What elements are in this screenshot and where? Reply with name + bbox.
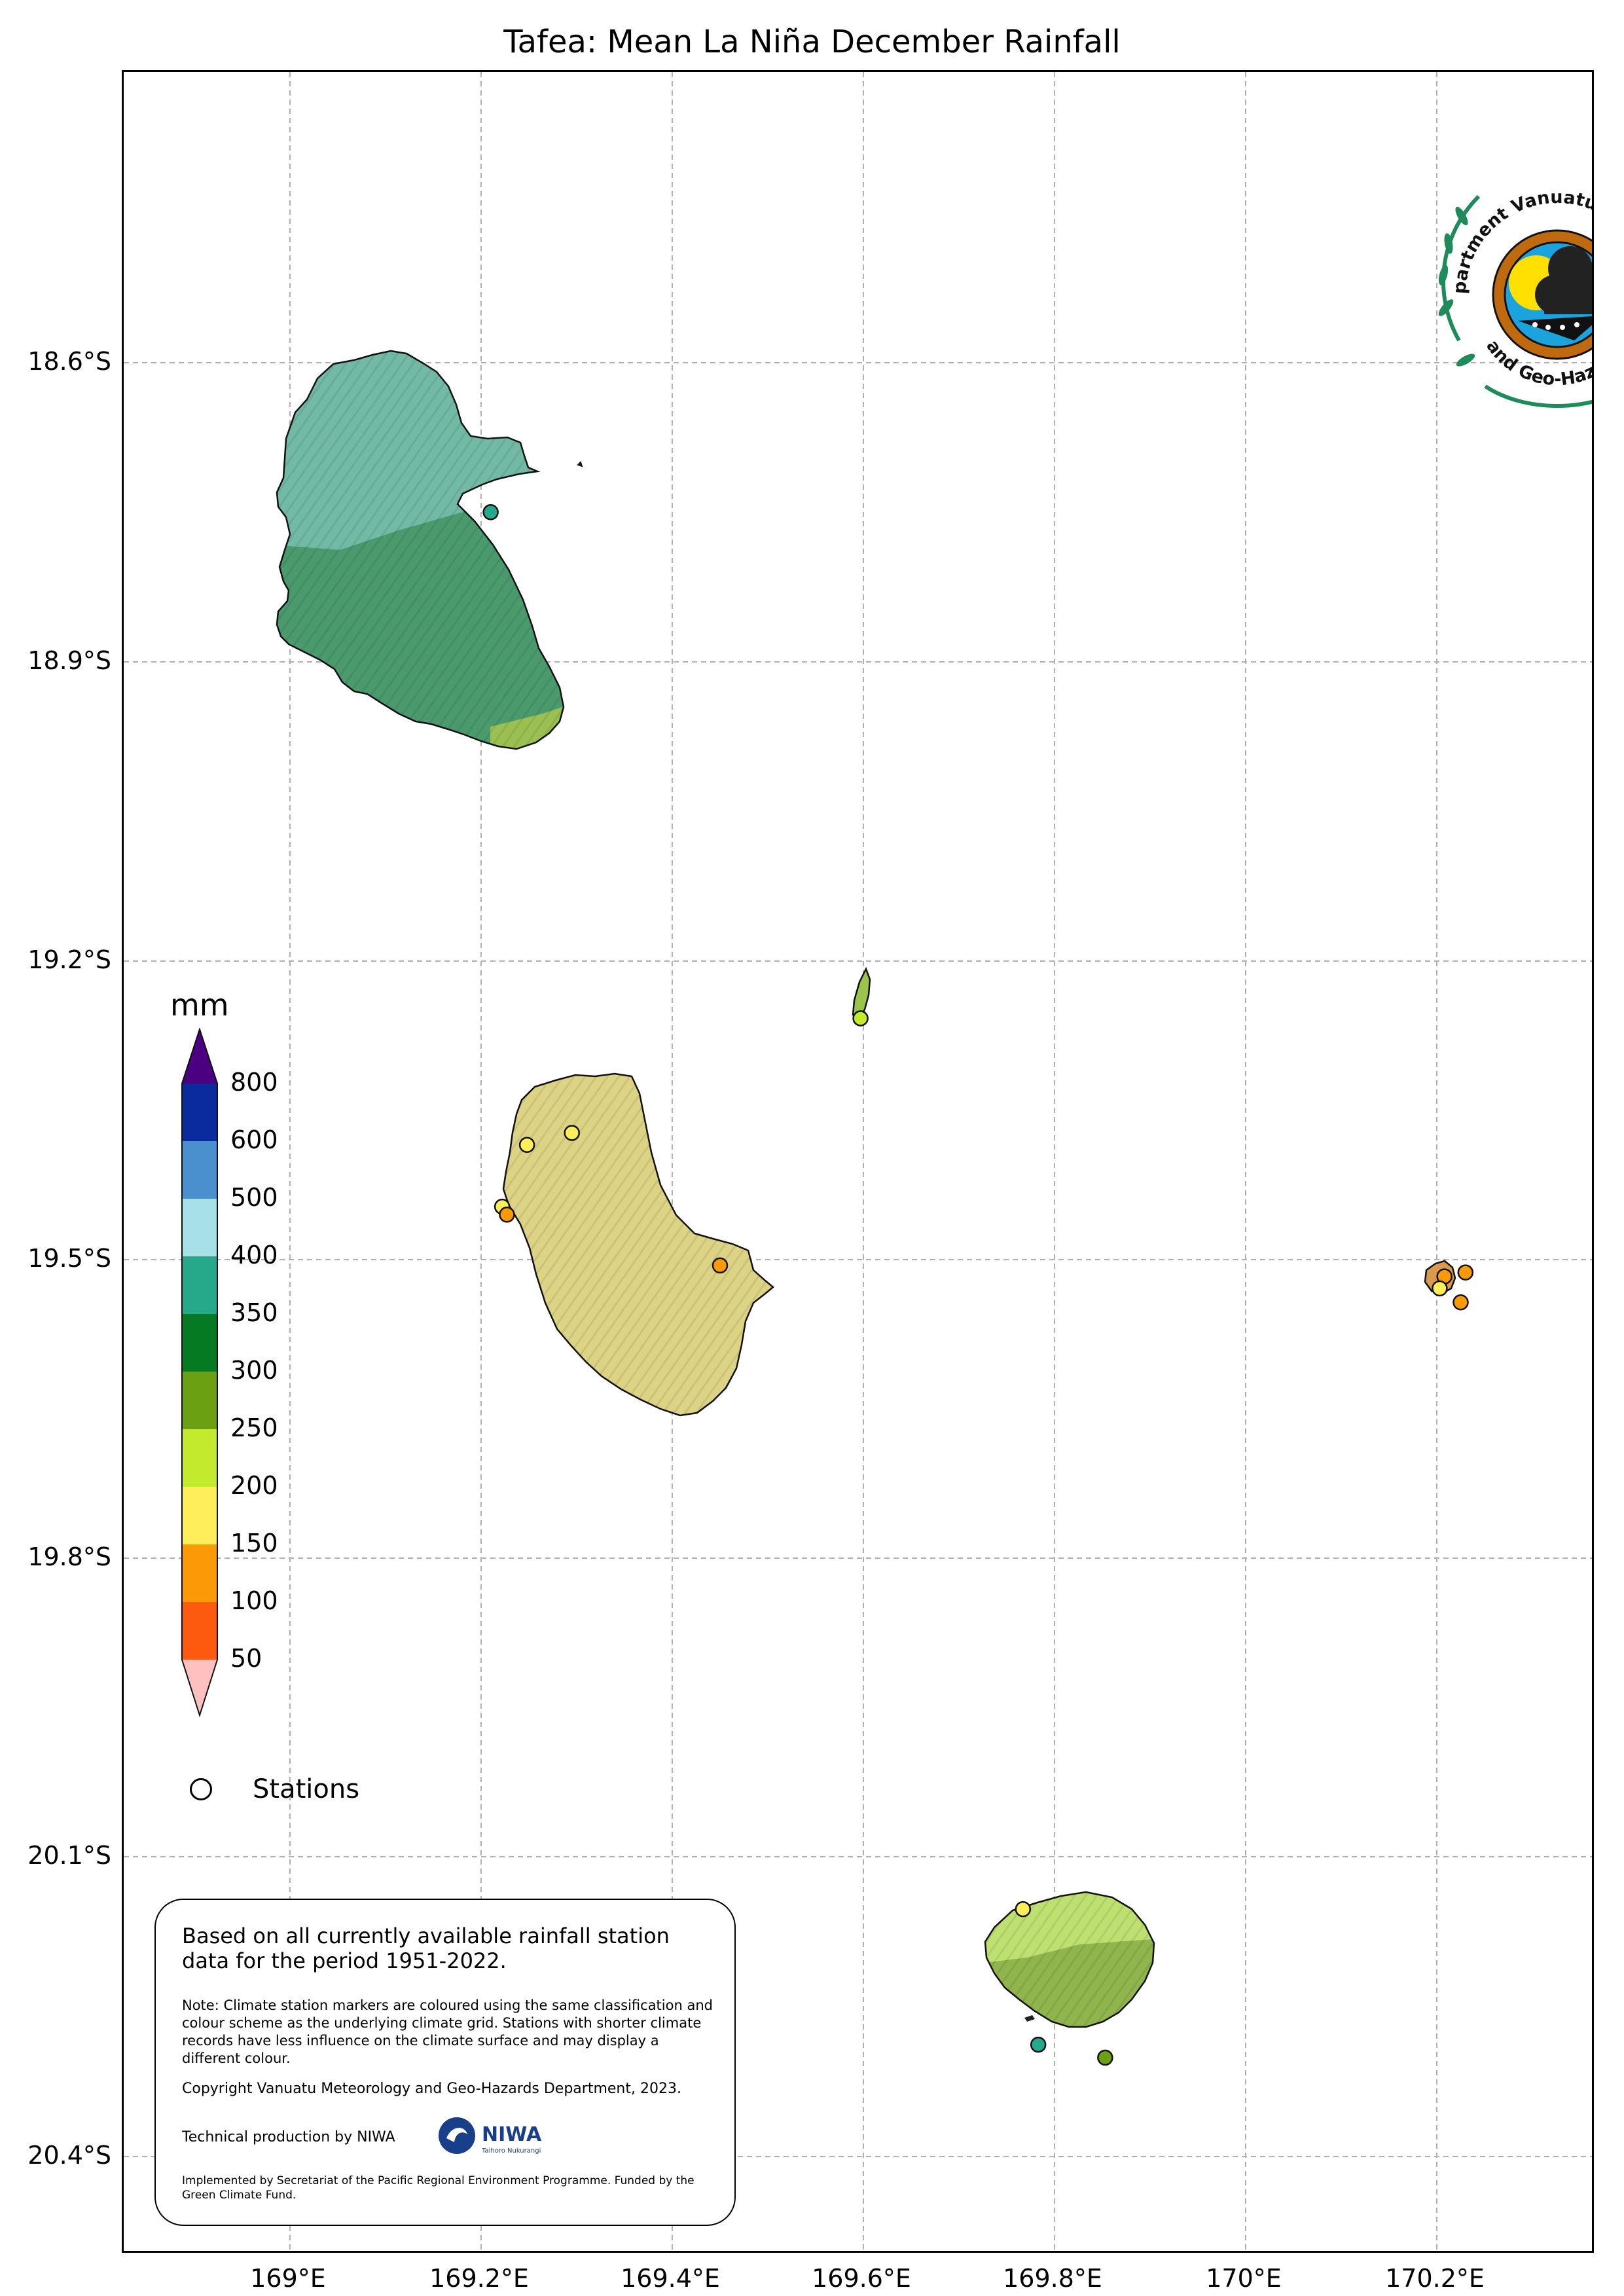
colorbar-tick-250: 250 [230, 1413, 278, 1442]
colorbar-bin-3 [182, 1199, 217, 1256]
note-data-period: Based on all currently available rainfal… [182, 1923, 670, 1973]
lat-label-19-8: 19.8°S [27, 1542, 111, 1571]
niwa-logo-text: NIWA [482, 2123, 542, 2146]
station-marker-4[interactable] [564, 1125, 580, 1141]
lat-label-20-1: 20.1°S [27, 1841, 111, 1870]
stations-layer [482, 504, 1474, 2066]
note-station-markers: Note: Climate station markers are colour… [182, 1997, 713, 2066]
station-marker-14[interactable] [1097, 2049, 1113, 2066]
station-marker-1[interactable] [482, 504, 499, 520]
lon-label-169-6: 169.6°E [812, 2264, 911, 2293]
station-marker-icon [190, 1778, 212, 1800]
lat-label-19-2: 19.2°S [27, 945, 111, 974]
lon-label-169-4: 169.4°E [621, 2264, 720, 2293]
station-marker-3[interactable] [518, 1137, 535, 1154]
colorbar [181, 1028, 218, 1718]
stations-legend-label: Stations [253, 1774, 360, 1804]
colorbar-bin-6 [182, 1372, 217, 1429]
lat-label-18-9: 18.9°S [27, 646, 111, 675]
station-marker-9[interactable] [1457, 1264, 1474, 1281]
island-tanna[interactable] [502, 1072, 774, 1417]
colorbar-extend-max [182, 1029, 217, 1084]
legend-unit: mm [170, 987, 229, 1023]
lon-label-170-2: 170.2°E [1385, 2264, 1485, 2293]
graticule [124, 72, 1592, 2251]
station-marker-13[interactable] [1030, 2036, 1047, 2053]
colorbar-tick-50: 50 [230, 1644, 262, 1673]
colorbar-tick-800: 800 [230, 1068, 278, 1097]
station-marker-12[interactable] [1015, 1901, 1032, 1918]
stars-icon [1532, 322, 1579, 330]
island-aniwa[interactable] [852, 966, 871, 1019]
colorbar-extend-min [182, 1660, 217, 1715]
colorbar-tick-350: 350 [230, 1298, 278, 1327]
map-canvas[interactable] [124, 72, 1594, 2253]
cloud-icon [1535, 246, 1592, 314]
note-copyright: Copyright Vanuatu Meteorology and Geo-Ha… [182, 2081, 681, 2097]
lat-label-20-4: 20.4°S [27, 2141, 111, 2170]
colorbar-bin-2 [182, 1141, 217, 1199]
colorbar-tick-500: 500 [230, 1183, 278, 1212]
station-marker-2[interactable] [852, 1010, 869, 1027]
map-frame[interactable]: Department Vanuatu Meteorology and Geo-H… [122, 70, 1594, 2253]
vmgd-logo: Department Vanuatu Meteorology and Geo-H… [1420, 170, 1592, 408]
station-marker-11[interactable] [1453, 1294, 1469, 1311]
lon-label-169-8: 169.8°E [1003, 2264, 1102, 2293]
station-marker-6[interactable] [499, 1207, 515, 1223]
station-marker-7[interactable] [712, 1257, 729, 1274]
island-erromango[interactable] [255, 334, 583, 792]
laurel-wreath-icon [1438, 194, 1592, 408]
station-marker-10[interactable] [1432, 1280, 1448, 1297]
island-aneityum[interactable] [975, 1886, 1171, 2043]
colorbar-bin-9 [182, 1544, 217, 1602]
note-funding: Implemented by Secretariat of the Pacifi… [182, 2174, 695, 2202]
lon-label-169: 169°E [250, 2264, 326, 2293]
niwa-logo-tagline: Taihoro Nukurangi [481, 2147, 541, 2155]
lon-label-170: 170°E [1206, 2264, 1282, 2293]
note-technical-production: Technical production by NIWA [182, 2129, 395, 2145]
colorbar-bin-8 [182, 1487, 217, 1544]
niwa-logo: NIWA Taihoro Nukurangi [439, 2117, 542, 2155]
colorbar-bin-4 [182, 1256, 217, 1314]
map-title: Tafea: Mean La Niña December Rainfall [503, 24, 1121, 60]
colorbar-tick-150: 150 [230, 1529, 278, 1558]
colorbar-bin-7 [182, 1429, 217, 1487]
lat-label-19-5: 19.5°S [27, 1244, 111, 1273]
info-note-box: Based on all currently available rainfal… [154, 1899, 736, 2226]
colorbar-tick-200: 200 [230, 1471, 278, 1500]
colorbar-tick-300: 300 [230, 1356, 278, 1385]
colorbar-bin-1 [182, 1084, 217, 1141]
colorbar-bin-10 [182, 1602, 217, 1660]
lat-label-18-6: 18.6°S [27, 347, 111, 376]
colorbar-tick-100: 100 [230, 1586, 278, 1615]
lon-label-169-2: 169.2°E [429, 2264, 529, 2293]
colorbar-outline [181, 1028, 218, 1718]
colorbar-tick-600: 600 [230, 1125, 278, 1154]
colorbar-tick-400: 400 [230, 1241, 278, 1269]
colorbar-bin-5 [182, 1314, 217, 1372]
